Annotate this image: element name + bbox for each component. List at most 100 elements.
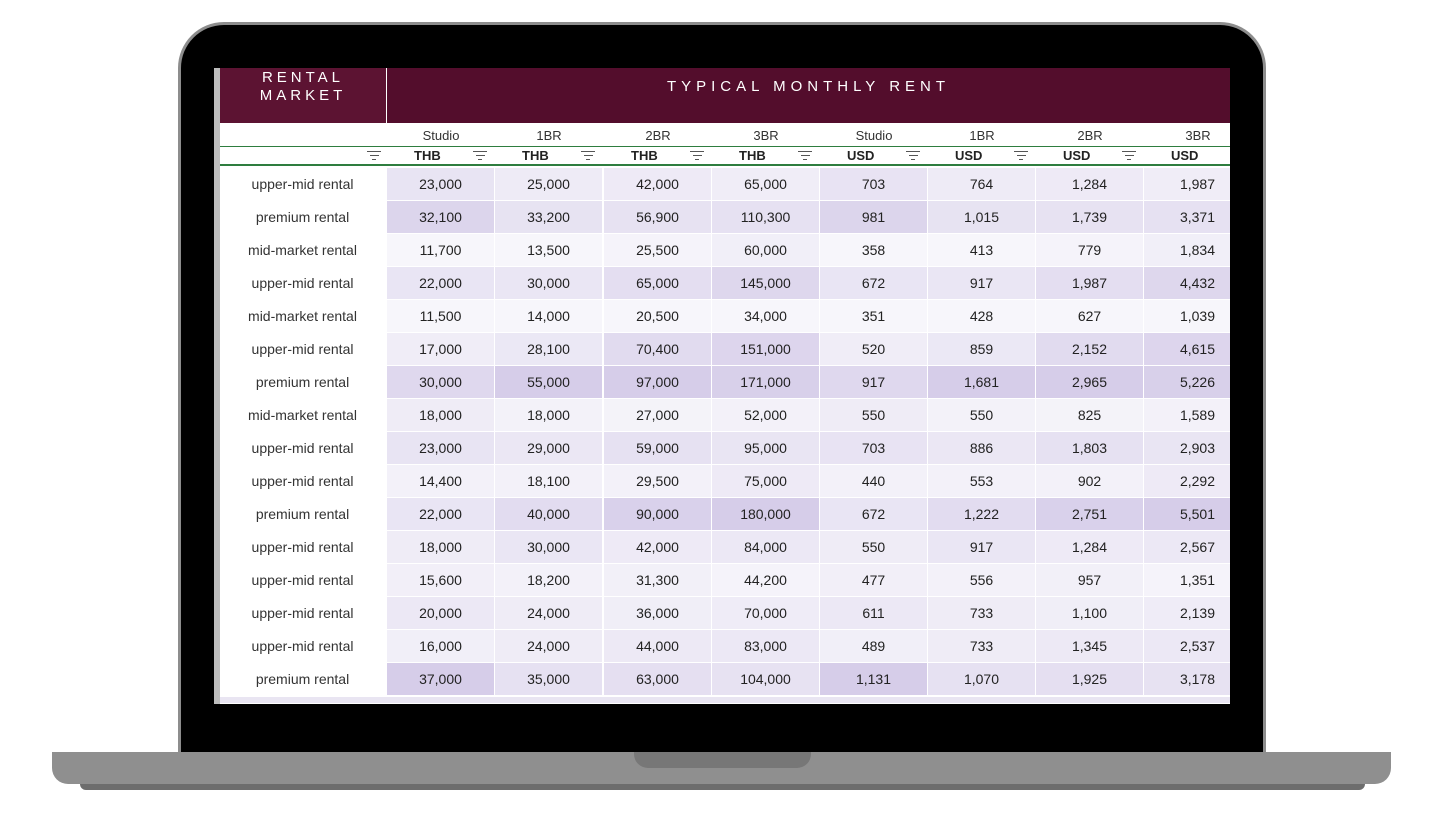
column-filter-icon[interactable]: [690, 151, 704, 161]
table-cell: 35,000: [495, 663, 603, 695]
table-cell: 14,000: [495, 300, 603, 332]
table-cell: 31,300: [604, 564, 712, 596]
table-cell: 1,987: [1036, 267, 1144, 299]
table-cell: 489: [820, 630, 928, 662]
table-cell: 90,000: [604, 498, 712, 530]
table-cell: 70,400: [604, 333, 712, 365]
table-cell: 44,200: [712, 564, 820, 596]
row-label: upper-mid rental: [220, 597, 386, 629]
table-cell: 22,000: [387, 267, 495, 299]
label-filter-icon[interactable]: [367, 151, 381, 161]
table-cell: 65,000: [712, 168, 820, 200]
table-cell: 2,965: [1036, 366, 1144, 398]
table-cell: 52,000: [712, 399, 820, 431]
row-label: upper-mid rental: [220, 333, 386, 365]
table-row: upper-mid rental 17,000 28,100 70,400 151,00…: [214, 333, 1230, 366]
table-cell: 1,834: [1144, 234, 1230, 266]
table-cell: 36,000: [604, 597, 712, 629]
table-cell: 11,700: [387, 234, 495, 266]
header-left-line1: RENTAL: [261, 69, 345, 86]
table-cell: 55,000: [495, 366, 603, 398]
table-cell: 1,070: [928, 663, 1036, 695]
table-cell: 25,500: [604, 234, 712, 266]
column-filter-icon[interactable]: [906, 151, 920, 161]
table-cell: 550: [928, 399, 1036, 431]
table-cell: 957: [1036, 564, 1144, 596]
table-cell: 2,292: [1144, 465, 1230, 497]
table-cell: 1,925: [1036, 663, 1144, 695]
table-cell: 917: [928, 531, 1036, 563]
row-label: premium rental: [220, 663, 386, 695]
table-cell: 1,015: [928, 201, 1036, 233]
table-cell: 2,903: [1144, 432, 1230, 464]
row-label: upper-mid rental: [220, 564, 386, 596]
table-row: mid-market rental 11,700 13,500 25,500 60,00…: [214, 234, 1230, 267]
table-cell: 1,351: [1144, 564, 1230, 596]
table-cell: 1,987: [1144, 168, 1230, 200]
table-cell: 30,000: [387, 366, 495, 398]
table-cell: 16,000: [387, 630, 495, 662]
row-label: mid-market rental: [220, 234, 386, 266]
table-cell: 145,000: [712, 267, 820, 299]
size-header-row: Studio 1BR 2BR 3BR Studio 1BR 2BR 3BR: [214, 126, 1230, 146]
table-row: upper-mid rental 22,000 30,000 65,000 145,00…: [214, 267, 1230, 300]
table-cell: 34,000: [712, 300, 820, 332]
column-unit-label: THB: [414, 148, 441, 163]
table-cell: 63,000: [604, 663, 712, 695]
unit-header-row: THB THB THB THB USD USD USD USD: [214, 146, 1230, 166]
table-cell: 672: [820, 498, 928, 530]
laptop-base-shadow: [80, 784, 1365, 790]
table-cell: 556: [928, 564, 1036, 596]
table-cell: 18,000: [495, 399, 603, 431]
table-cell: 3,178: [1144, 663, 1230, 695]
column-size-label: Studio: [422, 128, 460, 143]
column-filter-icon[interactable]: [1014, 151, 1028, 161]
table-cell: 1,589: [1144, 399, 1230, 431]
table-cell: 611: [820, 597, 928, 629]
table-cell: 32,100: [387, 201, 495, 233]
table-cell: 42,000: [604, 531, 712, 563]
table-cell: 42,000: [604, 168, 712, 200]
column-size-label: 1BR: [969, 128, 995, 143]
table-cell: 20,000: [387, 597, 495, 629]
table-cell: 1,222: [928, 498, 1036, 530]
table-cell: 18,000: [387, 399, 495, 431]
table-cell: 15,600: [387, 564, 495, 596]
table-cell: 83,000: [712, 630, 820, 662]
table-cell: 1,284: [1036, 168, 1144, 200]
table-cell: 2,567: [1144, 531, 1230, 563]
table-cell: 1,284: [1036, 531, 1144, 563]
table-cell: 825: [1036, 399, 1144, 431]
row-label: premium rental: [220, 498, 386, 530]
table-cell: 23,000: [387, 168, 495, 200]
table-cell: 886: [928, 432, 1036, 464]
table-cell: 59,000: [604, 432, 712, 464]
table-cell: 981: [820, 201, 928, 233]
table-cell: 70,000: [712, 597, 820, 629]
column-filter-icon[interactable]: [473, 151, 487, 161]
table-cell: 18,200: [495, 564, 603, 596]
table-cell: 24,000: [495, 630, 603, 662]
table-cell: 520: [820, 333, 928, 365]
column-filter-icon[interactable]: [1122, 151, 1136, 161]
laptop-notch: [634, 752, 811, 768]
table-cell: 22,000: [387, 498, 495, 530]
table-cell: 33,200: [495, 201, 603, 233]
row-label: upper-mid rental: [220, 465, 386, 497]
column-size-label: 1BR: [536, 128, 562, 143]
page-title: TYPICAL MONTHLY RENT: [666, 78, 951, 95]
table-cell: 2,537: [1144, 630, 1230, 662]
table-cell: 60,000: [712, 234, 820, 266]
table-cell: 477: [820, 564, 928, 596]
screen: RENTAL MARKET TYPICAL MONTHLY RENT Studi…: [214, 68, 1230, 704]
table-cell: 29,500: [604, 465, 712, 497]
column-filter-icon[interactable]: [798, 151, 812, 161]
table-cell: 2,152: [1036, 333, 1144, 365]
table-cell: 18,000: [387, 531, 495, 563]
table-cell: 37,000: [387, 663, 495, 695]
table-cell: 917: [820, 366, 928, 398]
column-unit-label: USD: [955, 148, 983, 163]
column-filter-icon[interactable]: [581, 151, 595, 161]
table-cell: 703: [820, 168, 928, 200]
table-cell: 428: [928, 300, 1036, 332]
